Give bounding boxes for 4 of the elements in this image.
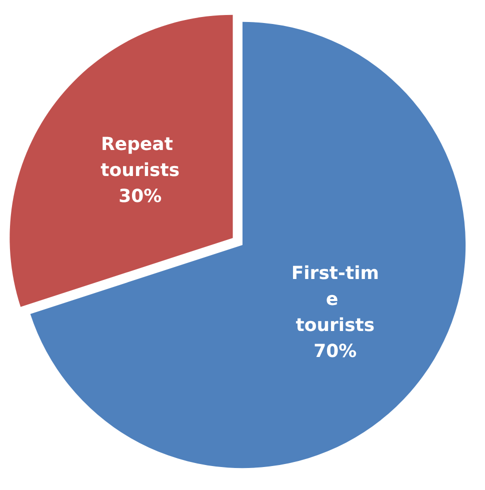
- data-label: 30%: [118, 186, 162, 208]
- data-label: 70%: [314, 340, 357, 362]
- slice-label: First-time tourists: [291, 262, 380, 336]
- slice-label: Repeat tourists: [100, 134, 180, 182]
